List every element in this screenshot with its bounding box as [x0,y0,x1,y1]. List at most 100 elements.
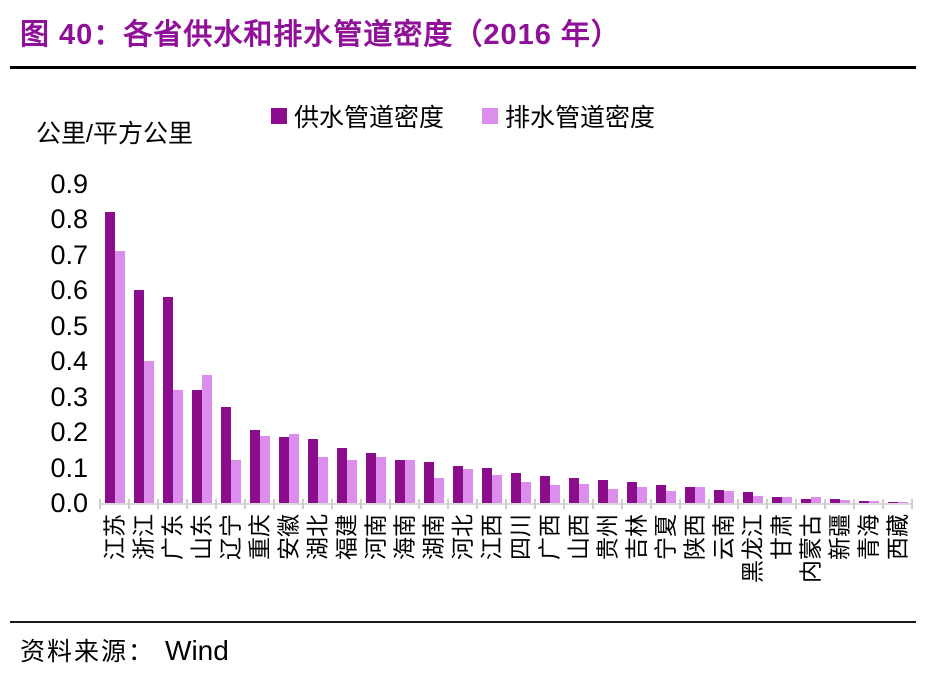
y-axis-tick-label: 0.7 [50,239,88,270]
bar-group-贵州 [593,168,622,503]
x-axis-label-cell: 湖南 [419,510,448,620]
supply-bar-甘肃 [771,497,782,503]
bar-group-新疆 [825,168,854,503]
x-axis-tick [563,499,565,509]
x-axis-tick [302,499,304,509]
bar-group-江西 [477,168,506,503]
drainage-bar-湖北 [317,457,328,503]
bar-group-青海 [854,168,883,503]
x-axis-label-四川: 四川 [507,514,533,560]
x-axis-tick [737,499,739,509]
supply-bar-广西 [539,476,550,503]
drainage-bar-吉林 [636,487,647,503]
bar-group-黑龙江 [738,168,767,503]
supply-bar-安徽 [278,437,289,503]
x-axis-labels: 江苏 浙江 广东 山东 辽宁 重庆 安徽 湖北 福建 河南 海南 湖南 河北 江西 四川 广西 山西 贵州 吉林 宁夏… [100,510,912,620]
source-value: Wind [165,635,229,666]
y-axis-tick-label: 0.1 [50,452,88,483]
x-axis-label-安徽: 安徽 [275,514,301,560]
x-axis-label-山东: 山东 [188,514,214,560]
x-axis-label-cell: 陕西 [680,510,709,620]
x-axis-label-福建: 福建 [333,514,359,560]
supply-bar-新疆 [829,499,840,503]
supply-bar-陕西 [684,487,695,503]
x-axis-label-西藏: 西藏 [884,514,910,560]
x-axis-label-cell: 湖北 [303,510,332,620]
supply-bar-西藏 [887,502,898,503]
supply-bar-吉林 [626,482,637,503]
supply-series-swatch [270,108,287,124]
supply-bar-山东 [191,390,202,503]
bar-group-山西 [564,168,593,503]
bar-group-甘肃 [767,168,796,503]
drainage-bar-甘肃 [781,497,792,503]
x-axis-tick [273,499,275,509]
y-axis-tick-label: 0.0 [50,487,88,518]
x-axis-label-cell: 宁夏 [651,510,680,620]
y-axis: 0.9 0.8 0.7 0.6 0.5 0.4 0.3 0.2 0.1 0.0 [22,0,88,560]
x-axis-tick [360,499,362,509]
x-axis-tick [99,499,101,509]
supply-bar-黑龙江 [742,492,753,503]
drainage-bar-辽宁 [230,460,241,503]
drainage-bar-广西 [549,485,560,503]
supply-bar-江西 [481,468,492,503]
supply-bar-广东 [162,297,173,503]
x-axis-label-云南: 云南 [710,514,736,560]
x-axis-tick [882,499,884,509]
x-axis-label-cell: 青海 [854,510,883,620]
x-axis-label-河南: 河南 [362,514,388,560]
x-axis-tick [679,499,681,509]
supply-bar-重庆 [249,430,260,503]
supply-bar-江苏 [104,212,115,503]
drainage-bar-四川 [520,482,531,503]
figure-title: 图 40：各省供水和排水管道密度（2016 年） [20,19,621,51]
bar-group-陕西 [680,168,709,503]
supply-bar-河南 [365,453,376,503]
x-axis-tick [476,499,478,509]
x-axis-tick [911,499,913,509]
bar-group-四川 [506,168,535,503]
x-axis-tick [505,499,507,509]
bar-group-湖北 [303,168,332,503]
drainage-bar-安徽 [288,434,299,503]
x-axis-label-海南: 海南 [391,514,417,560]
x-axis-label-cell: 黑龙江 [738,510,767,620]
x-axis-label-cell: 浙江 [129,510,158,620]
x-axis-label-cell: 新疆 [825,510,854,620]
bar-group-吉林 [622,168,651,503]
x-axis-label-新疆: 新疆 [826,514,852,560]
y-axis-tick-label: 0.4 [50,346,88,377]
bar-group-重庆 [245,168,274,503]
legend-label-supply: 供水管道密度 [293,104,444,132]
supply-bar-福建 [336,448,347,503]
x-axis-tick [650,499,652,509]
y-axis-tick-label: 0.2 [50,417,88,448]
x-axis-label-湖北: 湖北 [304,514,330,560]
bar-group-云南 [709,168,738,503]
x-axis-label-cell: 四川 [506,510,535,620]
drainage-bar-宁夏 [665,491,676,503]
x-axis-label-cell: 河南 [361,510,390,620]
x-axis-label-cell: 广西 [535,510,564,620]
x-axis-label-cell: 海南 [390,510,419,620]
x-axis-label-cell: 河北 [448,510,477,620]
title-divider [10,66,916,69]
x-axis-label-黑龙江: 黑龙江 [739,514,765,583]
y-axis-tick-label: 0.8 [50,204,88,235]
drainage-bar-山西 [578,484,589,503]
chart-legend: 供水管道密度 排水管道密度 [0,98,926,134]
supply-bar-宁夏 [655,485,666,503]
y-axis-tick-label: 0.5 [50,310,88,341]
x-axis-label-山西: 山西 [565,514,591,560]
x-axis-label-cell: 江苏 [100,510,129,620]
x-axis-label-浙江: 浙江 [130,514,156,560]
x-axis-tick [186,499,188,509]
legend-item-drainage: 排水管道密度 [482,98,655,134]
x-axis-label-青海: 青海 [855,514,881,560]
supply-bar-河北 [452,466,463,503]
x-axis-tick [331,499,333,509]
x-axis-label-陕西: 陕西 [681,514,707,560]
y-axis-tick-label: 0.3 [50,381,88,412]
drainage-bar-海南 [404,460,415,503]
